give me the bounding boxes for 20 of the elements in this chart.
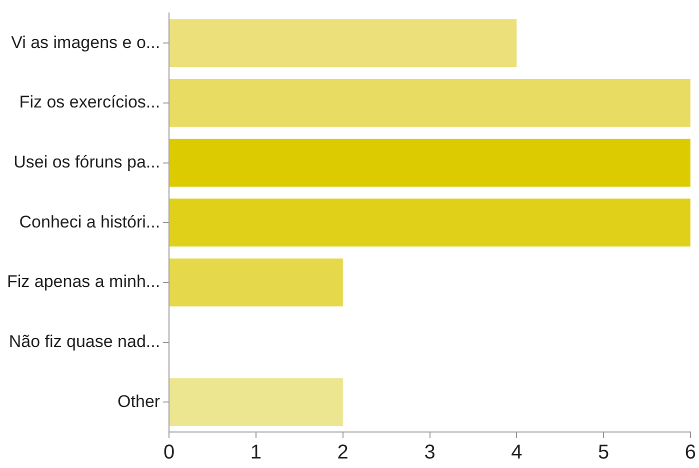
y-tick-label: Fiz os exercícios... xyxy=(19,92,160,112)
x-tick-label: 6 xyxy=(684,442,696,464)
bar xyxy=(170,378,343,426)
bar xyxy=(170,19,517,68)
y-tick-label: Fiz apenas a minh... xyxy=(6,272,160,292)
x-tick-label: 0 xyxy=(164,442,175,464)
bar xyxy=(170,258,343,306)
x-tick-label: 3 xyxy=(424,442,436,464)
y-tick-label: Vi as imagens e o... xyxy=(11,32,160,52)
bar xyxy=(170,138,690,187)
x-tick-label: 4 xyxy=(511,442,522,464)
y-tick-label: Usei os fóruns pa... xyxy=(14,152,160,172)
x-tick-label: 5 xyxy=(598,442,610,464)
bar xyxy=(170,79,690,127)
y-tick-label: Não fiz quase nad... xyxy=(8,332,160,351)
y-tick-label: Conheci a históri... xyxy=(19,212,160,232)
y-tick-label: Other xyxy=(118,392,160,411)
x-tick-label: 2 xyxy=(337,442,348,464)
x-tick-label: 1 xyxy=(250,442,262,464)
bar xyxy=(170,198,690,247)
